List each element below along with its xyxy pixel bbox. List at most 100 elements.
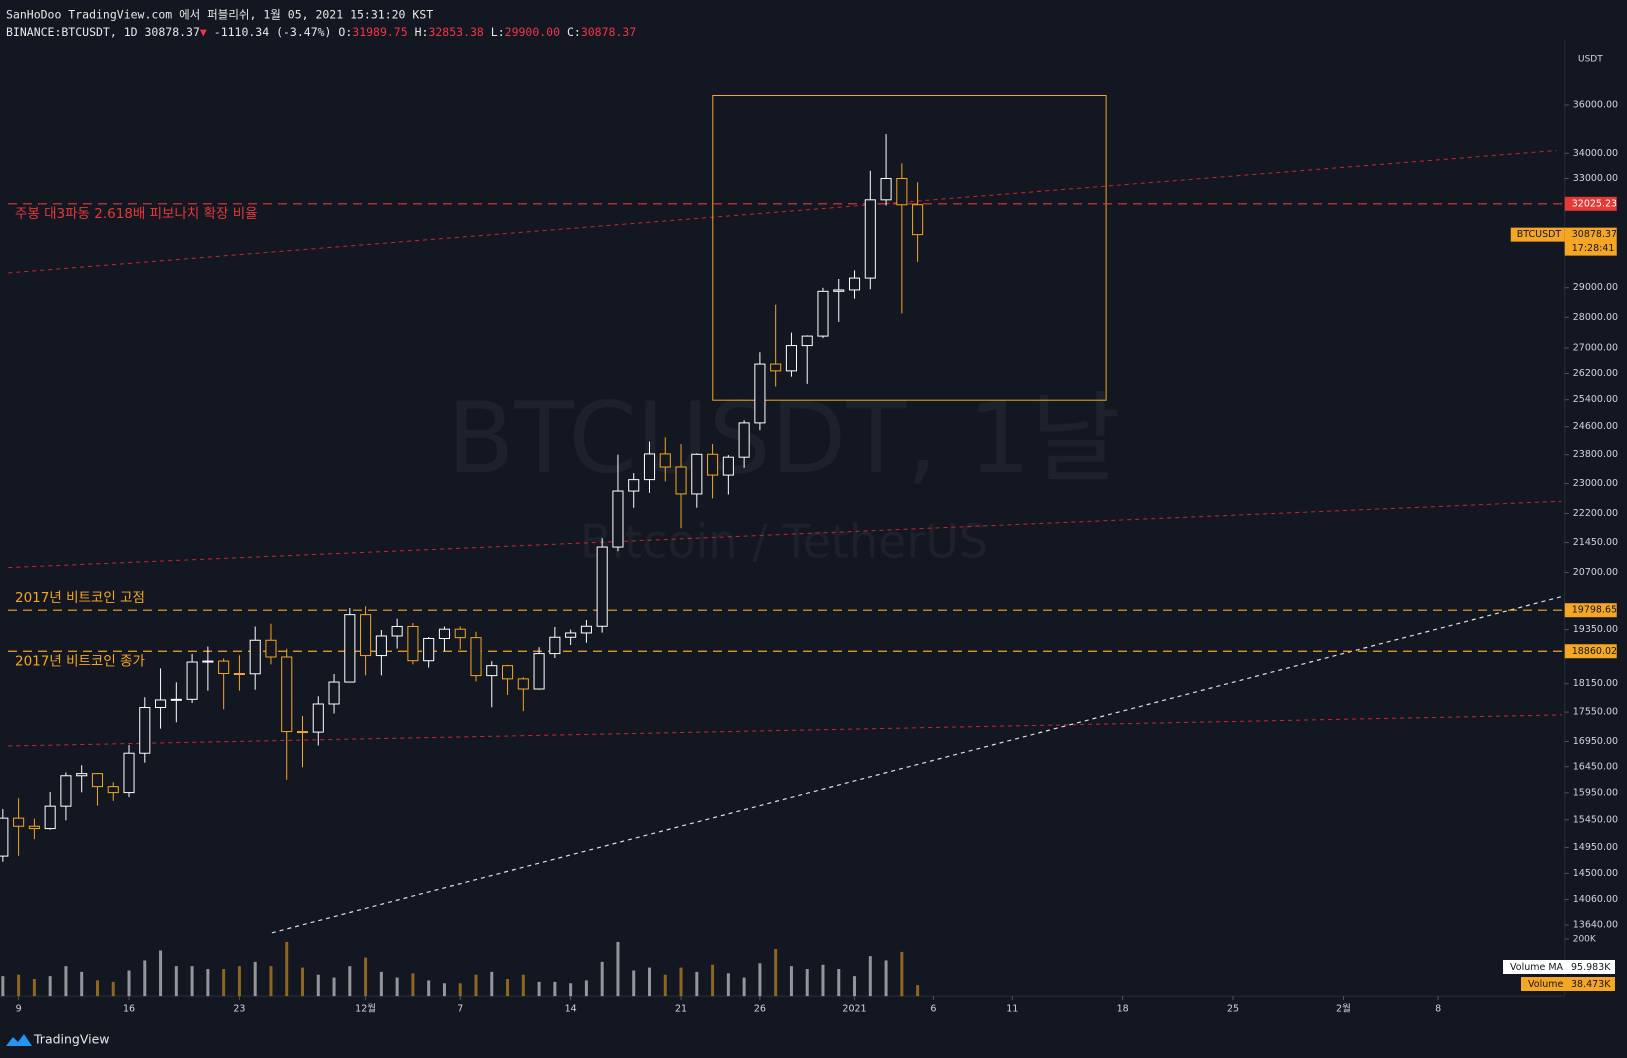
y-tick-label: 13640.00: [1573, 920, 1618, 931]
price-tag: [1564, 644, 1617, 659]
volume-bar: [442, 983, 446, 997]
x-tick-label: 11: [1006, 1004, 1018, 1015]
price-tag-label: 32025.23: [1572, 198, 1617, 209]
y-tick-label: 19350.00: [1573, 624, 1618, 635]
x-tick-label: 25: [1227, 1004, 1239, 1015]
x-tick-label: 6: [930, 1004, 936, 1015]
published-line: SanHoDoo TradingView.com 에서 퍼블리쉬, 1월 05,…: [6, 8, 433, 22]
volume-bar: [1, 976, 5, 997]
candle-body: [785, 345, 797, 372]
volume-bar: [127, 970, 131, 997]
candle-body: [864, 199, 876, 279]
volume-tag: [1521, 977, 1615, 991]
horizontal-line-note: 주봉 대3파동 2.618배 피보나치 확장 비율: [15, 206, 258, 222]
candle-body: [265, 639, 277, 658]
volume-bar: [143, 960, 147, 997]
volume-bar: [222, 969, 226, 997]
volume-bar: [458, 983, 462, 997]
candle-body: [13, 817, 25, 827]
y-tick-label: 33000.00: [1573, 173, 1618, 184]
volume-value: 38.473K: [1571, 979, 1611, 990]
x-tick-label: 14: [565, 1004, 577, 1015]
volume-ma-tag: [1503, 960, 1615, 974]
price-tag-label: 19798.65: [1572, 605, 1617, 616]
horizontal-line-note: 2017년 비트코인 종가: [15, 653, 145, 669]
watermark-subtitle: Bitcoin / TetherUS: [580, 515, 988, 569]
candle-body: [738, 422, 750, 458]
candle-body: [596, 546, 608, 627]
volume-bar: [95, 980, 99, 997]
candle-body: [880, 177, 892, 201]
ohlc-value: 32853.38: [428, 25, 483, 39]
volume-bar: [285, 941, 289, 997]
y-tick-label: 23000.00: [1573, 478, 1618, 489]
volume-bar: [853, 976, 857, 997]
symbol-tag-label: BTCUSDT: [1517, 229, 1562, 240]
volume-bar: [48, 976, 52, 997]
volume-bar: [569, 983, 573, 997]
arrow: ▼: [200, 25, 207, 39]
y-tick-label: 25400.00: [1573, 394, 1618, 405]
candle-body: [565, 632, 577, 638]
y-tick-label: 15950.00: [1573, 787, 1618, 798]
candle-body: [533, 653, 545, 690]
candle-body: [155, 699, 167, 709]
candle-body: [360, 614, 372, 657]
price: 30878.37: [145, 25, 200, 39]
candle-body: [202, 660, 214, 663]
x-tick-label: 12월: [355, 1003, 376, 1015]
candle-body: [486, 665, 498, 677]
volume-bar: [111, 981, 115, 997]
footer-logo: TradingView: [6, 1032, 110, 1047]
volume-bar: [269, 966, 273, 997]
last-price-tag: [1564, 227, 1617, 256]
trend-line: [8, 150, 1557, 274]
candle-body: [896, 177, 908, 206]
x-tick-label: 9: [16, 1004, 22, 1015]
y-tick-label: 27000.00: [1573, 343, 1618, 354]
y-tick-label: 14060.00: [1573, 894, 1618, 905]
x-tick-label: 2월: [1336, 1003, 1351, 1015]
ohlc-value: 31989.75: [352, 25, 407, 39]
price-tag-label: 18860.02: [1572, 646, 1617, 657]
volume-bar: [395, 977, 399, 997]
volume-bar: [758, 963, 762, 997]
candle-body: [438, 628, 451, 639]
x-tick-label: 2021: [842, 1004, 866, 1015]
candle-body: [612, 490, 624, 548]
y-tick-label: 15450.00: [1573, 814, 1618, 825]
volume-bar: [206, 969, 210, 997]
candle-body: [186, 661, 198, 700]
candle-body: [643, 453, 656, 481]
volume-bar: [237, 966, 241, 997]
y-tick-label: 29000.00: [1573, 282, 1618, 293]
volume-bar: [805, 969, 809, 997]
volume-bar: [916, 985, 920, 997]
countdown-label: 17:28:41: [1572, 243, 1615, 254]
candle-body: [833, 289, 845, 292]
ohlc-value: 29900.00: [505, 25, 560, 39]
currency: USDT: [1578, 55, 1603, 65]
y-tick-label: 34000.00: [1573, 148, 1618, 159]
candle-body: [107, 786, 119, 794]
volume-bar: [17, 974, 21, 997]
volume-bar: [537, 981, 541, 997]
y-tick-label: 36000.00: [1573, 99, 1618, 110]
candle-body: [170, 698, 182, 701]
volume-bar: [584, 980, 588, 997]
candle-body: [28, 825, 40, 830]
volume-bar: [726, 973, 730, 997]
candle-body: [233, 672, 245, 675]
watermark: BTCUSDT, 1날: [447, 382, 1121, 496]
ohlc-key: C:: [567, 25, 581, 39]
volume-bar: [900, 951, 904, 997]
x-tick-label: 23: [233, 1004, 245, 1015]
x-tick-label: 26: [754, 1004, 766, 1015]
logo-icon: [6, 1034, 32, 1046]
ohlc-key: L:: [491, 25, 505, 39]
volume-bar: [159, 950, 163, 997]
drawings: [8, 95, 1562, 934]
y-tick-label: 28000.00: [1573, 312, 1618, 323]
volume-bar: [332, 977, 336, 997]
